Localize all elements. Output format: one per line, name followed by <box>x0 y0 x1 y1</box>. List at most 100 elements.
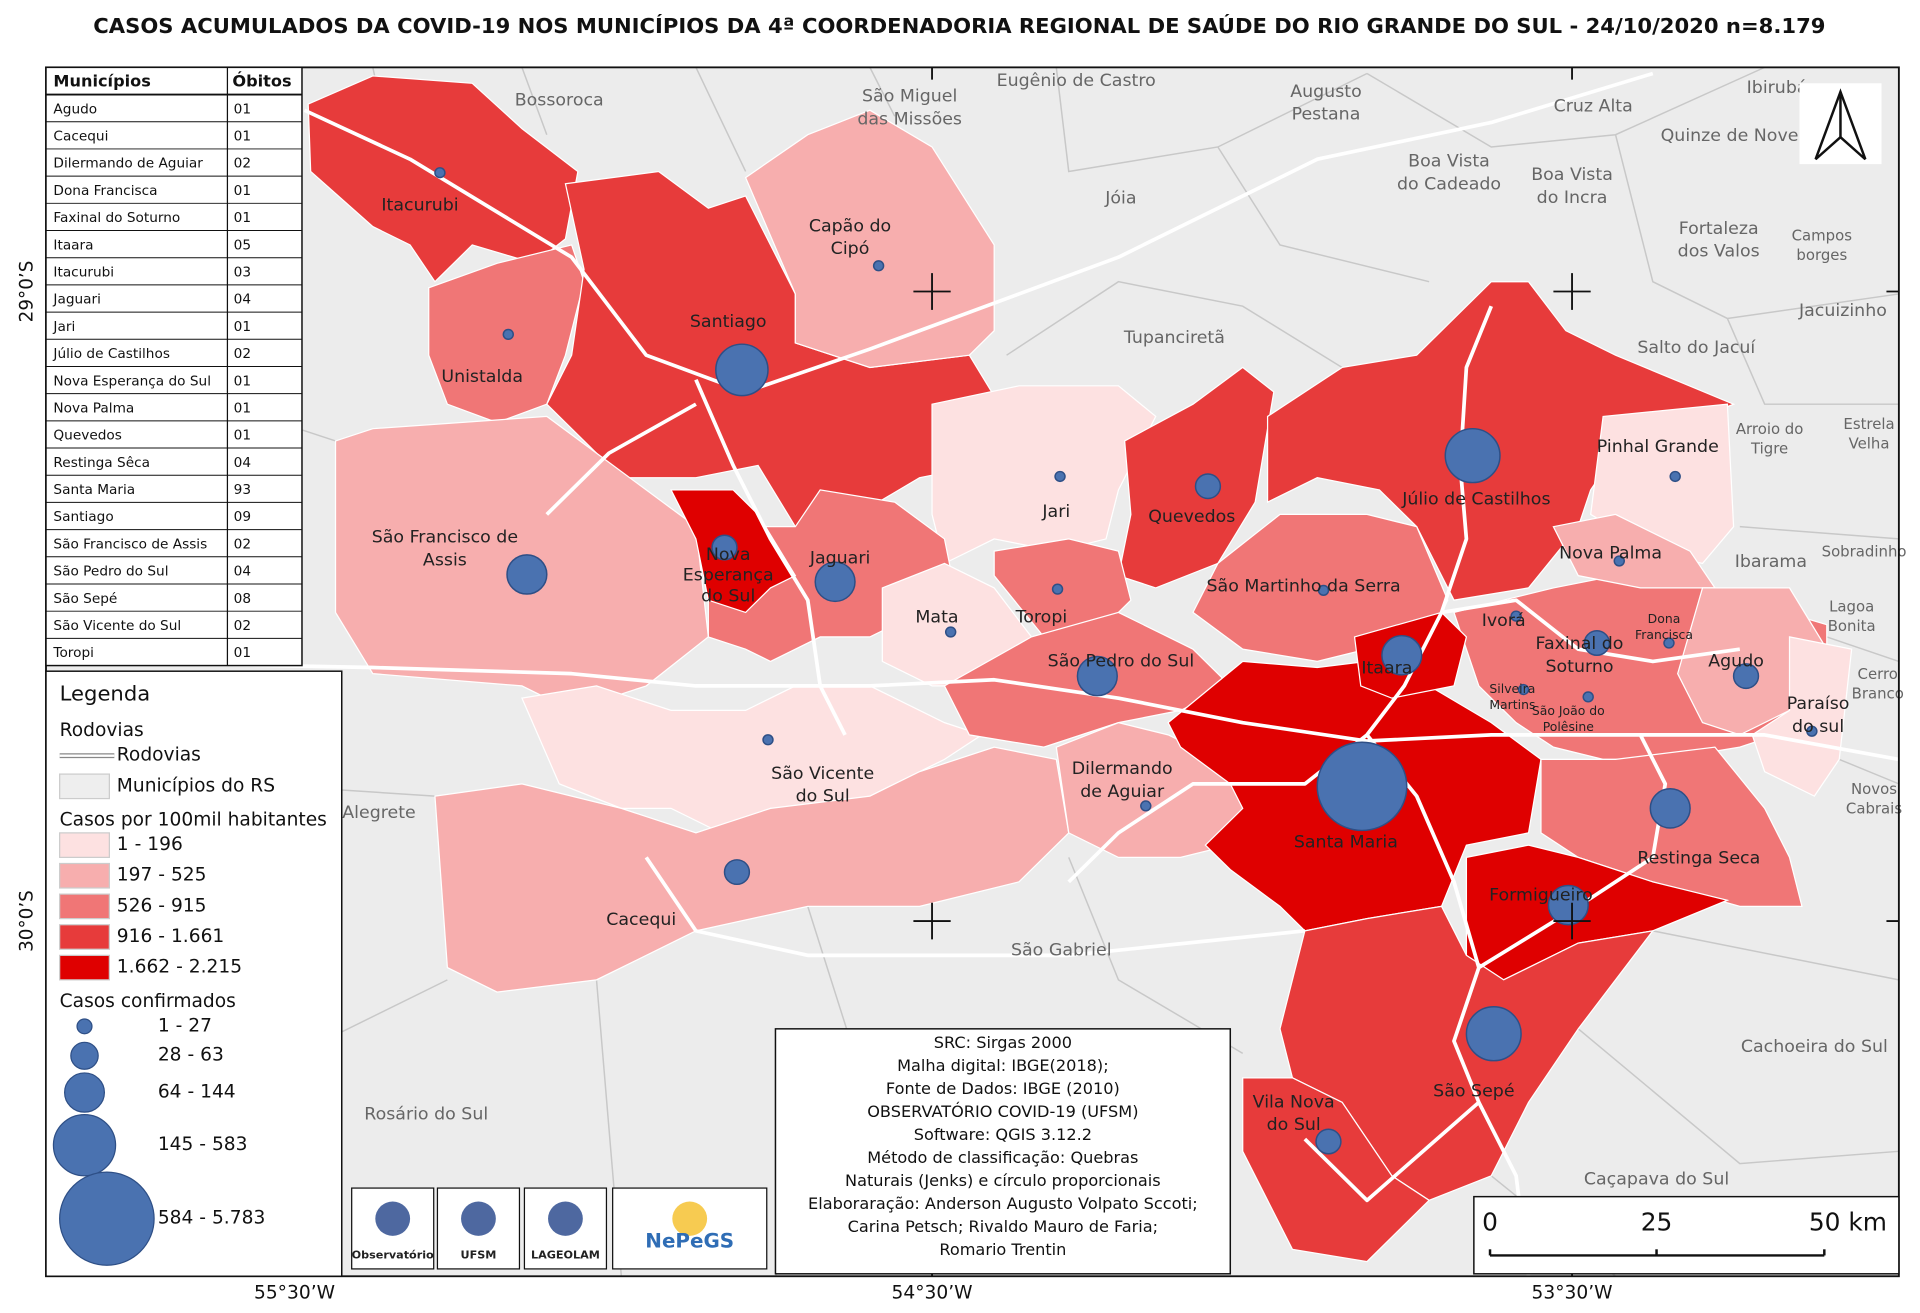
logo-text: LAGEOLAM <box>531 1248 600 1261</box>
case-circle <box>1582 691 1594 703</box>
municipality-label: Itaara <box>1361 659 1412 679</box>
table-cell: 02 <box>234 156 251 172</box>
scale-label: 50 km <box>1809 1208 1887 1237</box>
coordinate-labels: 29°0’S 30°0’S 55°30’W 54°30’W 53°30’W <box>16 261 1612 1304</box>
legend-item: 1 - 196 <box>117 834 183 855</box>
municipality-label: Santa Maria <box>1294 833 1398 853</box>
neighbor-label: Fortaleza <box>1679 219 1759 239</box>
table-cell: São Pedro do Sul <box>53 564 168 580</box>
legend-heading: Casos por 100mil habitantes <box>60 810 327 831</box>
table-cell: Itacurubi <box>53 265 114 281</box>
municipality-label: Nova Palma <box>1559 544 1662 564</box>
case-circle <box>1613 555 1625 567</box>
table-cell: Faxinal do Soturno <box>53 210 180 226</box>
legend-heading: Casos confirmados <box>60 991 236 1012</box>
legend-item: 28 - 63 <box>158 1045 224 1066</box>
case-circle <box>1140 800 1152 812</box>
table-cell: Santiago <box>53 509 113 525</box>
table-cell: Nova Esperança do Sul <box>53 373 211 389</box>
case-circle <box>1669 470 1681 483</box>
neighbor-label: Ibarama <box>1735 552 1807 572</box>
table-cell: Restinga Sêca <box>53 455 150 471</box>
municipality-label: Francisca <box>1635 628 1693 642</box>
legend-item: 584 - 5.783 <box>158 1208 265 1229</box>
table-cell: 01 <box>234 373 251 389</box>
north-arrow <box>1799 83 1882 165</box>
roads <box>49 71 1900 1277</box>
case-circle <box>1444 427 1501 484</box>
legend-circle <box>52 1113 117 1177</box>
case-circle <box>711 534 738 561</box>
neighbor-label: Boa Vista <box>1531 165 1613 185</box>
municipality-label: Faxinal do <box>1536 634 1624 654</box>
logo-emblem <box>375 1201 411 1236</box>
municipality-label: do sul <box>1792 717 1844 737</box>
info-line: Fonte de Dados: IBGE (2010) <box>886 1079 1120 1098</box>
municipality-label: São Pedro do Sul <box>1048 651 1195 671</box>
legend-item: Rodovias <box>117 745 201 766</box>
neighbor-label: Campos <box>1792 227 1852 244</box>
case-circle <box>944 626 957 638</box>
case-circle <box>1076 655 1118 697</box>
municipality-label: Esperança <box>683 566 774 586</box>
municipality-label: Dona <box>1648 612 1681 626</box>
legend-item: 64 - 144 <box>158 1082 236 1103</box>
municipality-label: Formigueiro <box>1489 885 1593 905</box>
municipality-label: Toropi <box>1015 607 1068 627</box>
neighbor-label: Estrela <box>1843 416 1894 433</box>
table-cell: Toropi <box>52 645 94 661</box>
neighbor-label: Jacuizinho <box>1798 301 1887 321</box>
neighbor-label: Bossoroca <box>515 91 604 111</box>
legend-swatch <box>59 924 110 950</box>
logo-emblem <box>548 1201 583 1236</box>
table-cell: Cacequi <box>53 129 108 145</box>
table-cell: 04 <box>234 455 251 471</box>
neighbor-label: Boa Vista <box>1408 152 1490 172</box>
municipality-label: Jari <box>1041 502 1070 522</box>
neighbor-label: Arroio do <box>1736 421 1804 438</box>
legend-circle <box>63 1072 106 1113</box>
municipality-label: São Vicente <box>771 764 874 784</box>
legend-swatch <box>59 893 110 920</box>
case-circle <box>723 859 751 886</box>
table-cell: Itaara <box>53 237 93 253</box>
logo-emblem <box>672 1201 708 1236</box>
longitude-label: 53°30’W <box>1531 1282 1612 1303</box>
municipality-label: Assis <box>423 550 467 570</box>
municipality-label: Cipó <box>831 239 870 259</box>
case-circle <box>1315 1128 1342 1155</box>
municipality-label: Polêsine <box>1543 720 1594 734</box>
municipality-label: Santiago <box>690 312 767 332</box>
municipality-label: Mata <box>915 607 958 627</box>
table-cell: 93 <box>234 482 251 498</box>
info-line: Romario Trentin <box>939 1240 1066 1259</box>
table-cell: Agudo <box>53 101 97 117</box>
table-cell: Dilermando de Aguiar <box>53 156 203 172</box>
info-line: Carina Petsch; Rivaldo Mauro de Faria; <box>848 1217 1159 1236</box>
table-cell: 08 <box>234 591 251 607</box>
neighbor-label: do Incra <box>1537 188 1608 208</box>
table-cell: Jari <box>52 319 75 335</box>
table-cell: 05 <box>234 237 251 253</box>
neighbor-label: Caçapava do Sul <box>1584 1170 1729 1190</box>
scale-label: 0 <box>1482 1208 1498 1237</box>
case-circle <box>1649 788 1691 829</box>
legend: Legenda Rodovias Rodovias Municípios do RS C… <box>45 670 343 1277</box>
table-cell: 01 <box>234 319 251 335</box>
neighbor-label: Novos <box>1851 781 1897 798</box>
table-cell: 01 <box>234 210 251 226</box>
municipality-label: São João do <box>1532 704 1605 718</box>
municipality-label: São Francisco de <box>372 528 518 548</box>
municipality-label: Itacurubi <box>381 196 458 216</box>
case-circle <box>872 260 885 272</box>
longitude-label: 54°30’W <box>891 1282 972 1303</box>
case-circle <box>1194 473 1222 500</box>
neighbor-label: Rosário do Sul <box>364 1105 488 1125</box>
logo-text: NePeGS <box>645 1230 734 1253</box>
case-circle <box>1317 584 1330 596</box>
table-cell: Santa Maria <box>53 482 135 498</box>
case-circle <box>1663 637 1675 649</box>
neighbor-label: Tigre <box>1750 441 1788 458</box>
neighbor-label: Bonita <box>1828 618 1876 635</box>
